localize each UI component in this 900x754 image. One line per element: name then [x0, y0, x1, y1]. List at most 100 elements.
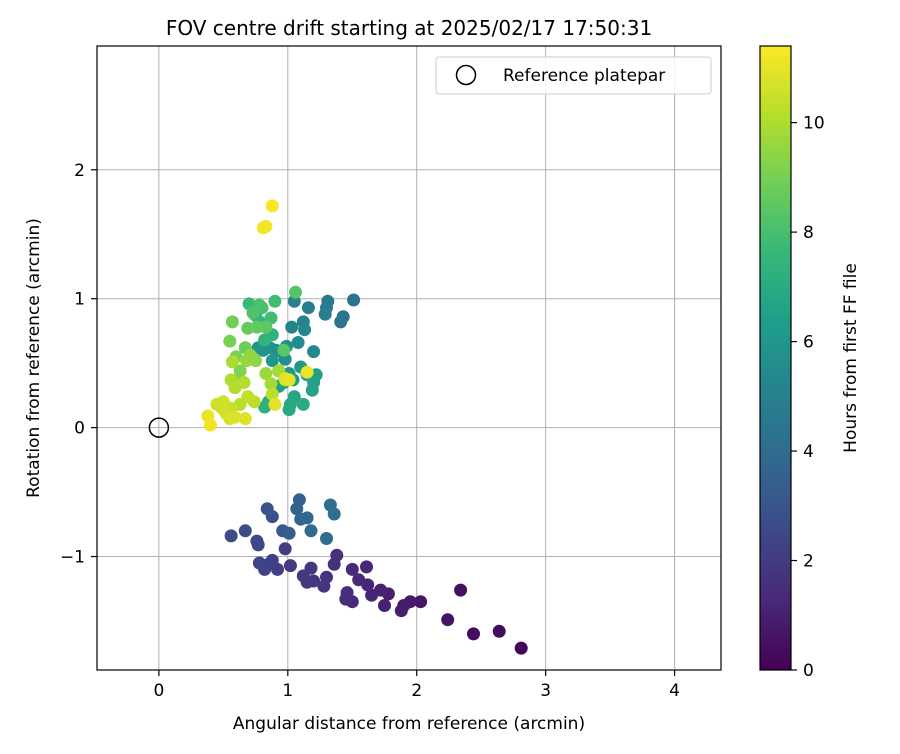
scatter-point	[467, 627, 480, 641]
colorbar-tick-label: 10	[803, 114, 825, 134]
scatter-point	[250, 534, 264, 548]
chart-title: FOV centre drift starting at 2025/02/17 …	[166, 16, 652, 40]
x-tick-label: 0	[153, 681, 164, 701]
scatter-point	[365, 588, 379, 602]
colorbar-tick-label: 8	[803, 223, 814, 243]
legend: Reference platepar	[435, 56, 712, 95]
scatter-point	[307, 345, 321, 359]
scatter-point	[258, 333, 272, 347]
scatter-point	[327, 507, 341, 521]
scatter-point	[252, 556, 266, 570]
scatter-point	[300, 365, 314, 379]
scatter-point	[278, 542, 292, 556]
reference-platepar-marker	[148, 417, 170, 438]
legend-box	[435, 56, 712, 95]
scatter-point	[291, 336, 305, 349]
scatter-point	[246, 306, 260, 320]
scatter-point	[283, 559, 297, 573]
y-axis-ticks: −1 0 1 2	[60, 161, 97, 568]
colorbar-ticks: 0 2 4 6 8 10	[791, 114, 825, 681]
scatter-point	[282, 526, 296, 540]
scatter-point	[304, 524, 318, 538]
scatter-point	[514, 641, 528, 655]
scatter-point	[268, 397, 282, 411]
x-axis-ticks: 0 1 2 3 4	[153, 670, 680, 701]
scatter-point	[233, 364, 247, 378]
scatter-point	[289, 285, 302, 299]
colorbar-tick-label: 2	[803, 552, 814, 572]
scatter-point	[441, 613, 455, 627]
x-tick-label: 2	[411, 681, 422, 701]
scatter-point	[224, 529, 238, 543]
scatter-point	[265, 387, 279, 401]
scatter-point	[240, 354, 254, 368]
scatter-point	[454, 583, 468, 597]
scatter-point	[225, 355, 239, 369]
scatter-point	[301, 301, 315, 315]
scatter-point	[285, 320, 299, 334]
scatter-point	[282, 403, 296, 417]
scatter-point	[334, 315, 348, 329]
scatter-point	[265, 354, 279, 368]
scatter-point	[492, 624, 506, 638]
colorbar-tick-label: 0	[803, 661, 814, 681]
scatter-point	[259, 220, 273, 233]
scatter-point	[347, 293, 361, 307]
scatter-point	[260, 502, 274, 516]
scatter-point	[318, 307, 332, 321]
x-tick-label: 4	[669, 681, 680, 701]
scatter-point	[352, 573, 366, 587]
colorbar-tick-label: 6	[803, 333, 814, 353]
y-tick-label: −1	[60, 548, 85, 568]
scatter-point	[225, 315, 239, 329]
scatter-point	[339, 592, 353, 606]
scatter-point	[258, 400, 272, 414]
scatter-series	[201, 199, 528, 655]
scatter-point	[241, 321, 255, 335]
scatter-point	[394, 604, 408, 618]
scatter-point	[241, 390, 255, 404]
scatter-point	[345, 562, 359, 576]
scatter-point	[360, 560, 373, 574]
scatter-point	[320, 532, 333, 545]
scatter-point	[268, 294, 282, 308]
scatter-point	[259, 367, 273, 380]
scatter-point	[296, 397, 310, 411]
scatter-point	[327, 557, 341, 571]
scatter-point	[264, 377, 278, 391]
x-tick-label: 3	[540, 681, 551, 701]
reference-marker-layer	[148, 417, 170, 438]
scatter-point	[259, 320, 273, 334]
scatter-point	[238, 412, 252, 426]
scatter-point	[298, 323, 312, 337]
scatter-point	[228, 410, 242, 424]
y-axis-label: Rotation from reference (arcmin)	[24, 218, 44, 498]
legend-open-circle-marker	[455, 64, 477, 86]
scatter-point	[305, 383, 319, 397]
scatter-point	[238, 524, 252, 538]
x-axis-label: Angular distance from reference (arcmin)	[233, 714, 585, 734]
scatter-point	[265, 199, 279, 213]
legend-label-reference-platepar: Reference platepar	[503, 66, 665, 86]
scatter-point	[414, 595, 428, 609]
y-tick-label: 0	[74, 419, 85, 439]
scatter-point	[237, 376, 251, 389]
scatter-point	[290, 502, 304, 516]
scatter-point	[317, 579, 331, 593]
scatter-point	[204, 418, 217, 432]
scatter-point	[282, 373, 296, 387]
scatter-point	[300, 511, 314, 525]
y-tick-label: 1	[74, 290, 85, 310]
y-tick-label: 2	[74, 161, 85, 181]
scatter-point	[223, 334, 237, 348]
grid	[97, 46, 721, 670]
scatter-point	[277, 343, 291, 357]
x-tick-label: 1	[282, 681, 293, 701]
scatter-point	[296, 569, 310, 583]
scatter-point	[216, 395, 230, 409]
colorbar-tick-label: 4	[803, 442, 814, 462]
scatter-point	[378, 599, 391, 612]
plot-frame	[96, 45, 722, 671]
